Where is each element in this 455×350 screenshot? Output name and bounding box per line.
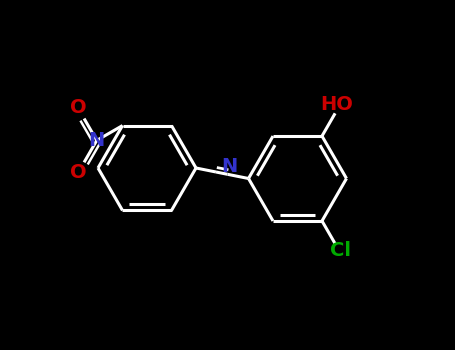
Text: N: N [89,131,105,150]
Text: Cl: Cl [330,241,351,260]
Text: N: N [221,157,238,176]
Text: O: O [70,98,86,118]
Text: HO: HO [320,95,354,114]
Text: O: O [70,163,86,182]
